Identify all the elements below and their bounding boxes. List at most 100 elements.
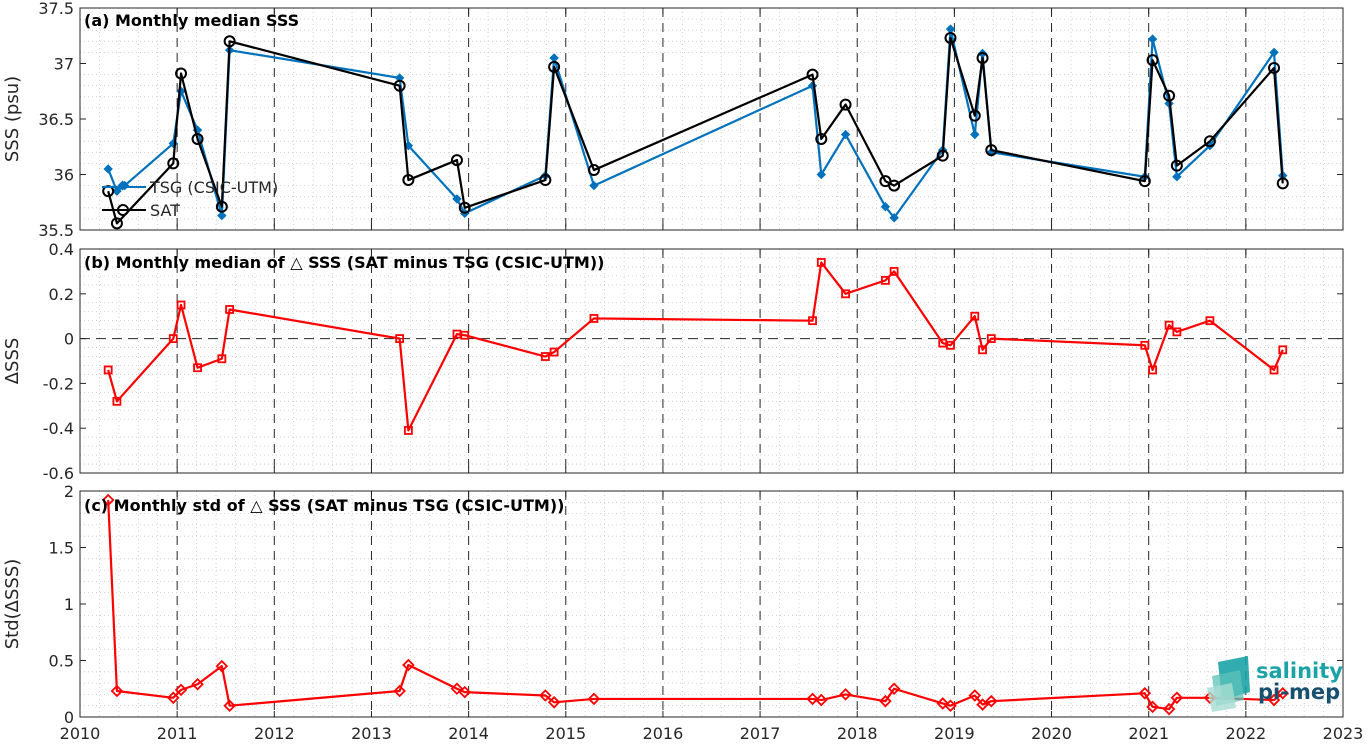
data-point bbox=[540, 352, 550, 361]
data-point bbox=[403, 426, 413, 435]
series-line-0 bbox=[107, 261, 1284, 432]
data-point bbox=[1162, 702, 1176, 716]
data-point bbox=[978, 345, 987, 355]
data-point bbox=[168, 334, 178, 344]
data-point bbox=[815, 693, 828, 707]
data-point bbox=[394, 73, 405, 83]
data-point bbox=[1146, 700, 1159, 714]
data-point bbox=[816, 169, 826, 180]
data-point bbox=[1164, 320, 1174, 330]
ytick-label: -0.4 bbox=[43, 419, 74, 438]
data-point bbox=[1269, 365, 1279, 375]
ytick-label: 1 bbox=[64, 595, 74, 614]
data-point bbox=[166, 691, 180, 705]
data-point bbox=[840, 129, 851, 140]
data-point bbox=[589, 180, 599, 191]
data-point bbox=[839, 688, 852, 701]
data-point bbox=[395, 334, 405, 344]
data-point bbox=[1267, 693, 1281, 707]
ytick-label: 0.2 bbox=[49, 285, 74, 304]
data-point bbox=[1138, 686, 1152, 700]
data-point bbox=[1148, 365, 1157, 375]
ytick-label: 36.5 bbox=[38, 110, 74, 129]
data-point bbox=[815, 132, 828, 145]
xtick-label: 2020 bbox=[1031, 724, 1072, 743]
data-point bbox=[888, 179, 901, 192]
xtick-label: 2012 bbox=[254, 724, 295, 743]
data-point bbox=[452, 194, 462, 204]
ytick-label: 0 bbox=[64, 708, 74, 727]
xtick-label: 2017 bbox=[740, 724, 781, 743]
ytick-label: 36 bbox=[54, 166, 74, 185]
ytick-label: 0 bbox=[64, 330, 74, 349]
data-point bbox=[215, 659, 229, 673]
panel-c-title: (c) Monthly std of △ SSS (SAT minus TSG … bbox=[84, 496, 564, 515]
data-point bbox=[191, 132, 204, 145]
data-point bbox=[1205, 316, 1215, 326]
ytick-label: 0.4 bbox=[49, 240, 74, 259]
data-point bbox=[176, 300, 186, 310]
panel-c-std-delta-sss: 0 0.5 1 1.5 2 2010 2011 2012 2013 2014 2015 2016 20… bbox=[2, 482, 1363, 743]
data-point bbox=[1276, 686, 1290, 700]
legend: TSG (CSIC-UTM) SAT bbox=[102, 178, 278, 220]
panel-a-median-sss: 35.5 36 36.5 37 37.5 SSS (psu) (a) Monthly m… bbox=[2, 0, 1344, 240]
data-point bbox=[1140, 340, 1150, 350]
logo-text-salinity: salinity bbox=[1256, 659, 1343, 683]
xtick-label: 2021 bbox=[1128, 724, 1169, 743]
data-point bbox=[936, 697, 949, 710]
data-point bbox=[110, 684, 124, 698]
data-point bbox=[393, 79, 406, 92]
data-point bbox=[1269, 47, 1279, 58]
data-point bbox=[547, 696, 561, 709]
logo-text-pimep: pi-mep bbox=[1258, 680, 1340, 704]
legend-tsg-label: TSG (CSIC-UTM) bbox=[149, 178, 278, 197]
panel-b-title: (b) Monthly median of △ SSS (SAT minus T… bbox=[84, 253, 604, 272]
data-point bbox=[1276, 177, 1289, 190]
ytick-label: 0.5 bbox=[49, 652, 74, 671]
xtick-label: 2019 bbox=[934, 724, 975, 743]
ytick-label: 37.5 bbox=[38, 0, 74, 18]
ytick-label: 35.5 bbox=[38, 221, 74, 240]
data-point bbox=[112, 186, 122, 196]
data-point bbox=[549, 347, 559, 357]
xtick-label: 2023 bbox=[1323, 724, 1364, 743]
series-line-0 bbox=[107, 499, 1284, 711]
data-point bbox=[174, 683, 188, 697]
data-point bbox=[458, 201, 471, 214]
data-point bbox=[215, 200, 228, 213]
data-point bbox=[985, 694, 998, 708]
data-point bbox=[539, 174, 552, 187]
data-point bbox=[946, 340, 955, 350]
xtick-label: 2015 bbox=[545, 724, 586, 743]
xtick-label: 2010 bbox=[60, 724, 101, 743]
ytick-label: -0.2 bbox=[43, 374, 74, 393]
panel-b-ylabel: ΔSSS bbox=[2, 338, 23, 385]
data-point bbox=[1172, 172, 1182, 182]
panel-a-title: (a) Monthly median SSS bbox=[84, 11, 299, 30]
data-point bbox=[1138, 175, 1151, 188]
data-point bbox=[881, 275, 890, 285]
data-point bbox=[460, 330, 470, 340]
data-point bbox=[806, 68, 819, 81]
panel-c-ylabel: Std(ΔSSS) bbox=[2, 559, 23, 650]
data-point bbox=[1268, 61, 1281, 74]
data-point bbox=[976, 698, 989, 711]
xtick-label: 2018 bbox=[837, 724, 878, 743]
data-point bbox=[223, 35, 236, 48]
data-point bbox=[539, 689, 552, 702]
data-point bbox=[976, 51, 989, 64]
data-point bbox=[450, 682, 464, 696]
data-point bbox=[458, 685, 472, 699]
data-point bbox=[944, 699, 957, 712]
xtick-label: 2011 bbox=[157, 724, 198, 743]
data-point bbox=[880, 201, 891, 212]
data-point bbox=[112, 396, 122, 406]
data-point bbox=[1163, 89, 1176, 102]
data-point bbox=[217, 210, 227, 221]
xtick-label: 2016 bbox=[643, 724, 684, 743]
data-point bbox=[589, 314, 599, 323]
data-point bbox=[808, 316, 817, 326]
data-point bbox=[175, 67, 188, 80]
data-point bbox=[968, 689, 982, 702]
